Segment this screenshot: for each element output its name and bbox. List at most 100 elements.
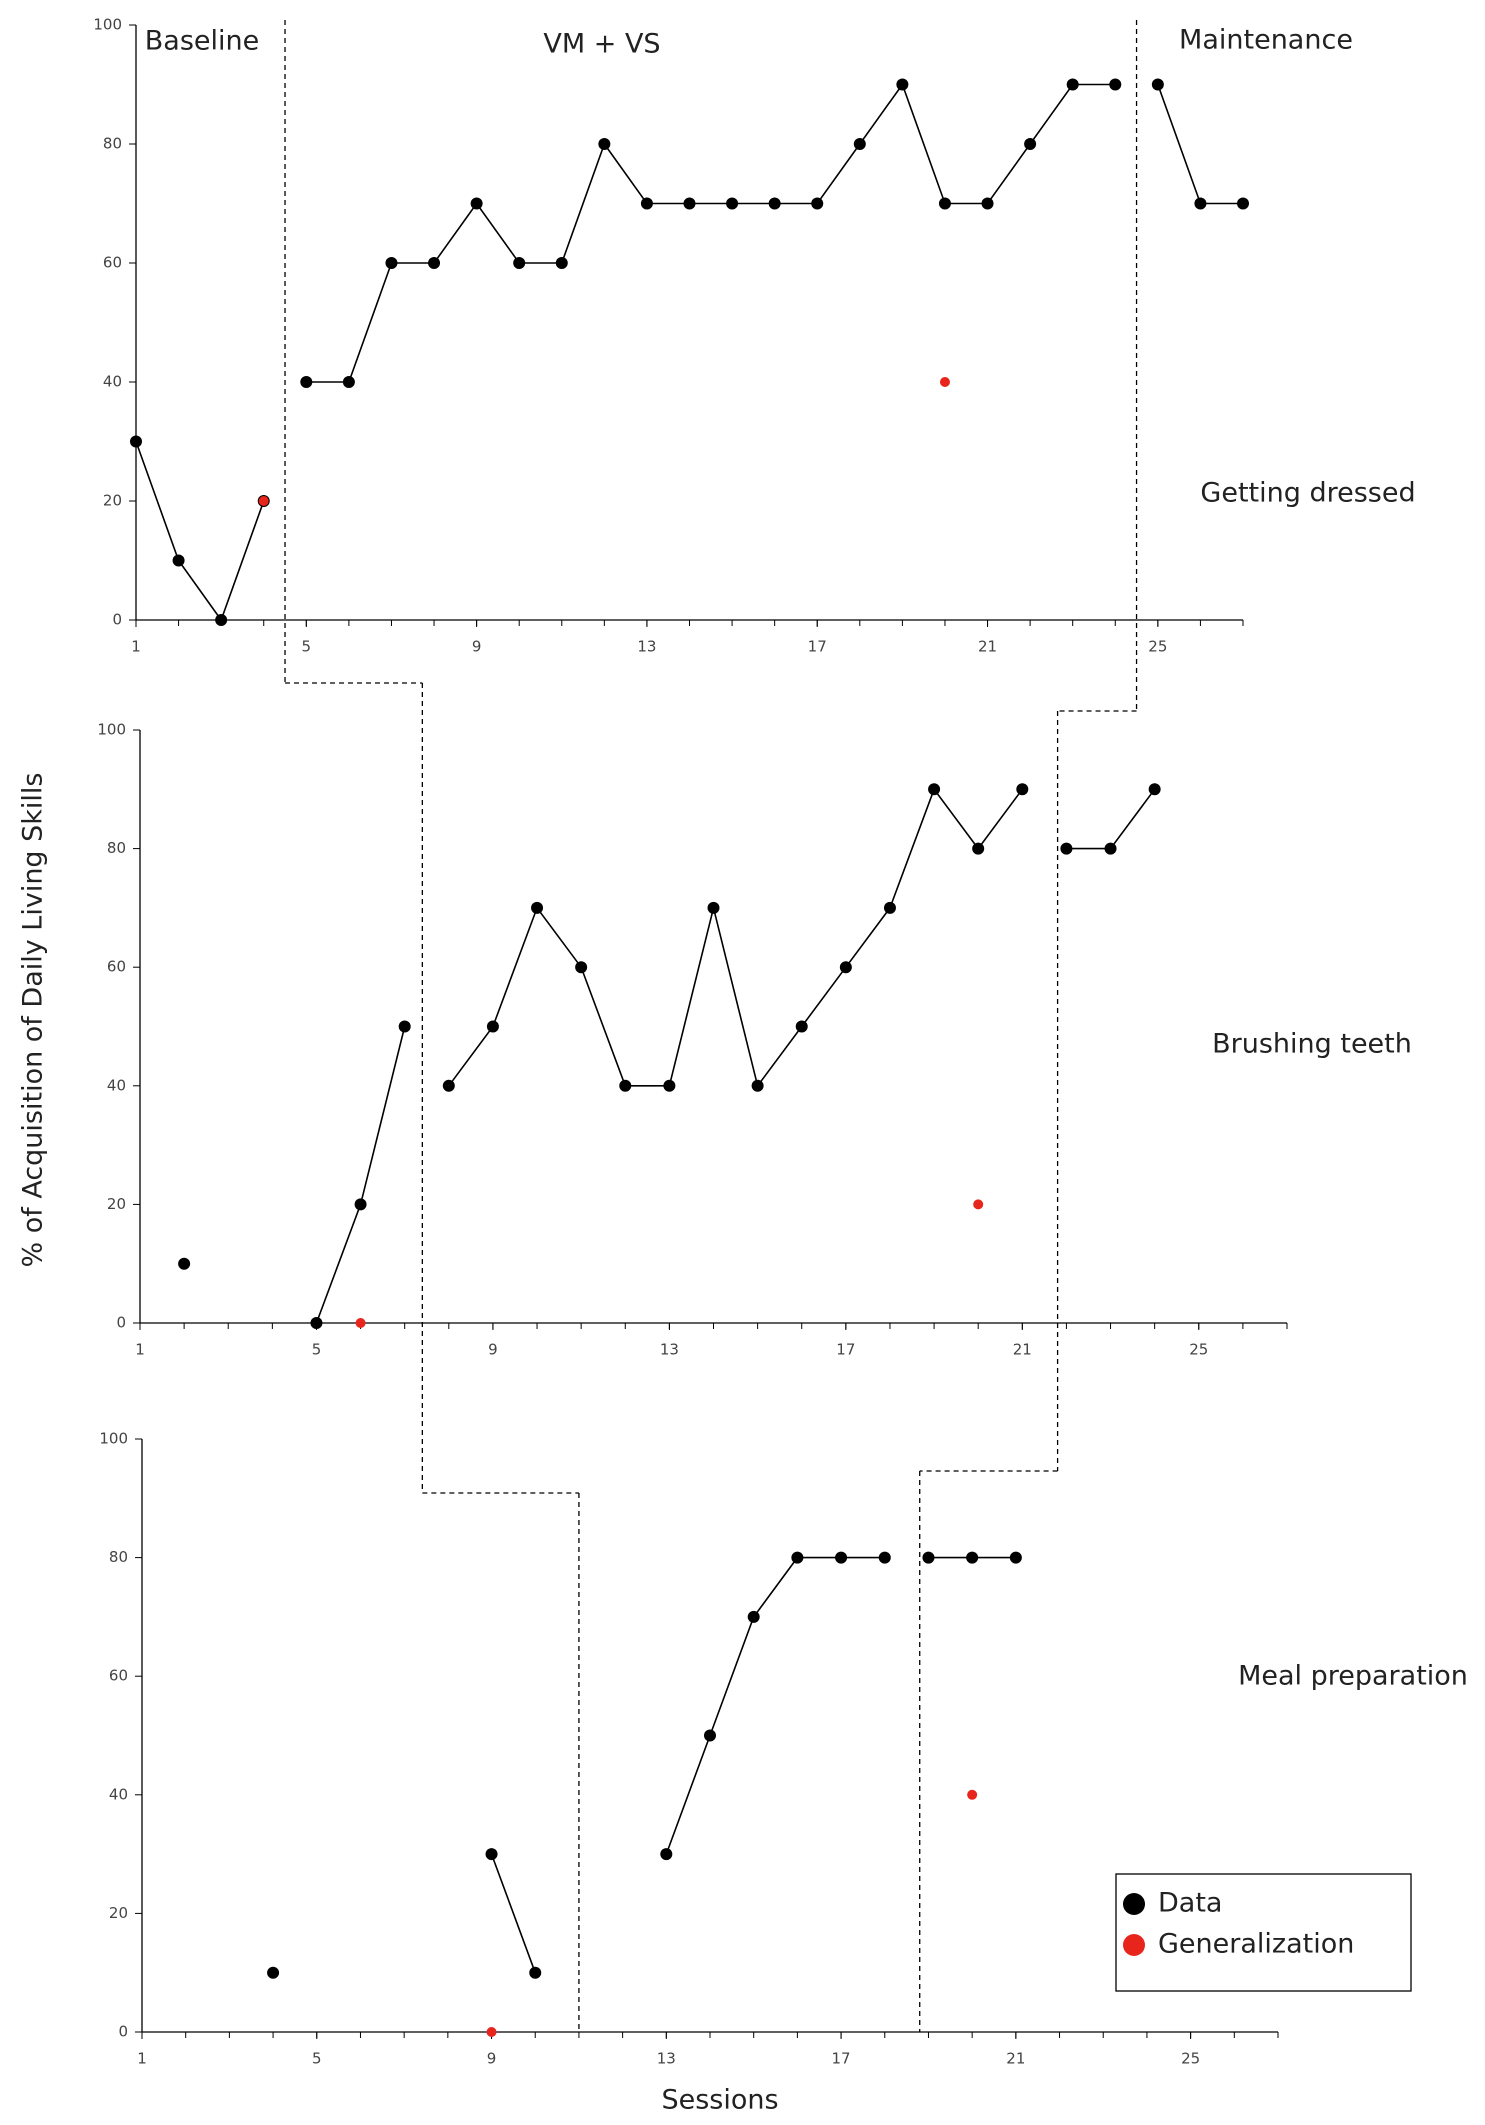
data-point xyxy=(1109,78,1122,91)
data-point xyxy=(529,1966,542,1979)
x-tick-label: 1 xyxy=(137,2050,147,2068)
data-point xyxy=(215,614,228,626)
data-point xyxy=(896,78,909,91)
y-tick-label: 40 xyxy=(107,1076,126,1094)
y-tick-label: 60 xyxy=(103,254,122,272)
data-point xyxy=(768,197,781,210)
x-tick-label: 9 xyxy=(472,638,482,656)
data-point xyxy=(342,376,355,388)
data-point xyxy=(1237,197,1249,210)
phase-label: Maintenance xyxy=(1179,25,1353,56)
legend-label: Generalization xyxy=(1158,1929,1354,1960)
x-tick-label: 21 xyxy=(978,638,997,656)
series-line xyxy=(1066,788,1156,850)
data-point xyxy=(130,435,142,448)
y-tick-label: 80 xyxy=(103,135,122,153)
x-tick-label: 17 xyxy=(832,2050,851,2068)
phase-label: VM + VS xyxy=(543,29,660,60)
y-tick-label: 60 xyxy=(107,958,126,976)
data-point xyxy=(300,376,313,388)
series-line xyxy=(315,1026,406,1324)
x-tick-label: 1 xyxy=(131,638,141,656)
data-point xyxy=(966,1551,979,1564)
x-tick-label: 5 xyxy=(312,1341,322,1359)
data-point xyxy=(178,1257,191,1270)
x-tick-label: 17 xyxy=(836,1341,855,1359)
y-tick-label: 80 xyxy=(109,1548,128,1566)
data-point xyxy=(928,783,941,796)
data-point xyxy=(1194,197,1207,210)
y-tick-label: 40 xyxy=(103,373,122,391)
data-point xyxy=(972,842,985,855)
data-point xyxy=(575,961,588,974)
data-point xyxy=(751,1079,764,1092)
x-tick-label: 17 xyxy=(808,638,827,656)
data-point xyxy=(707,901,720,914)
data-point xyxy=(1024,138,1037,150)
data-point xyxy=(967,1789,978,1800)
data-point xyxy=(1060,842,1073,855)
data-point xyxy=(555,257,568,269)
data-point xyxy=(939,377,950,387)
data-point xyxy=(619,1079,632,1092)
y-tick-label: 100 xyxy=(97,721,126,739)
legend-label: Data xyxy=(1158,1888,1222,1919)
series-line xyxy=(490,1853,536,1973)
y-tick-label: 0 xyxy=(118,2023,128,2041)
data-point xyxy=(485,1848,498,1861)
data-point xyxy=(1016,783,1029,796)
y-tick-label: 20 xyxy=(109,1904,128,1922)
data-point xyxy=(1151,78,1164,91)
y-tick-label: 80 xyxy=(107,839,126,857)
data-point xyxy=(470,197,483,210)
x-tick-label: 25 xyxy=(1148,638,1167,656)
x-tick-label: 21 xyxy=(1006,2050,1025,2068)
phase-label: Baseline xyxy=(145,26,259,57)
y-tick-label: 40 xyxy=(109,1785,128,1803)
data-point xyxy=(726,197,739,210)
legend-swatch xyxy=(1123,1893,1145,1915)
y-tick-label: 0 xyxy=(116,1314,126,1332)
x-tick-label: 9 xyxy=(488,1341,498,1359)
data-point xyxy=(704,1729,716,1742)
data-point xyxy=(1066,78,1079,91)
data-point xyxy=(811,197,824,210)
data-point xyxy=(791,1551,804,1564)
series-line xyxy=(1157,84,1243,205)
data-point xyxy=(981,197,994,210)
panel-label: Brushing teeth xyxy=(1212,1029,1412,1060)
data-point xyxy=(853,138,866,150)
data-point xyxy=(922,1551,935,1564)
y-tick-label: 100 xyxy=(93,16,122,34)
data-point xyxy=(878,1551,891,1564)
data-point xyxy=(354,1198,367,1211)
data-point xyxy=(747,1610,760,1623)
data-point xyxy=(683,197,696,210)
x-tick-label: 9 xyxy=(487,2050,497,2068)
x-tick-label: 13 xyxy=(657,2050,676,2068)
legend-swatch xyxy=(1123,1934,1145,1956)
series-line xyxy=(665,1556,885,1855)
x-tick-label: 13 xyxy=(637,638,656,656)
data-point xyxy=(513,257,526,269)
data-point xyxy=(267,1966,280,1979)
data-point xyxy=(1104,842,1117,855)
data-point xyxy=(258,496,269,506)
series-line xyxy=(448,787,1023,1088)
x-tick-label: 21 xyxy=(1013,1341,1032,1359)
y-tick-label: 20 xyxy=(103,492,122,510)
data-point xyxy=(598,138,611,150)
y-tick-label: 0 xyxy=(112,611,122,629)
data-point xyxy=(938,197,951,210)
y-axis-label: % of Acquisition of Daily Living Skills xyxy=(18,772,49,1267)
data-point xyxy=(835,1551,848,1564)
data-point xyxy=(310,1317,323,1329)
data-point xyxy=(1148,783,1161,796)
data-point xyxy=(531,901,544,914)
y-tick-label: 100 xyxy=(99,1430,128,1448)
data-point xyxy=(486,1020,499,1033)
data-point xyxy=(883,901,896,914)
x-tick-label: 25 xyxy=(1189,1341,1208,1359)
data-point xyxy=(660,1848,673,1861)
